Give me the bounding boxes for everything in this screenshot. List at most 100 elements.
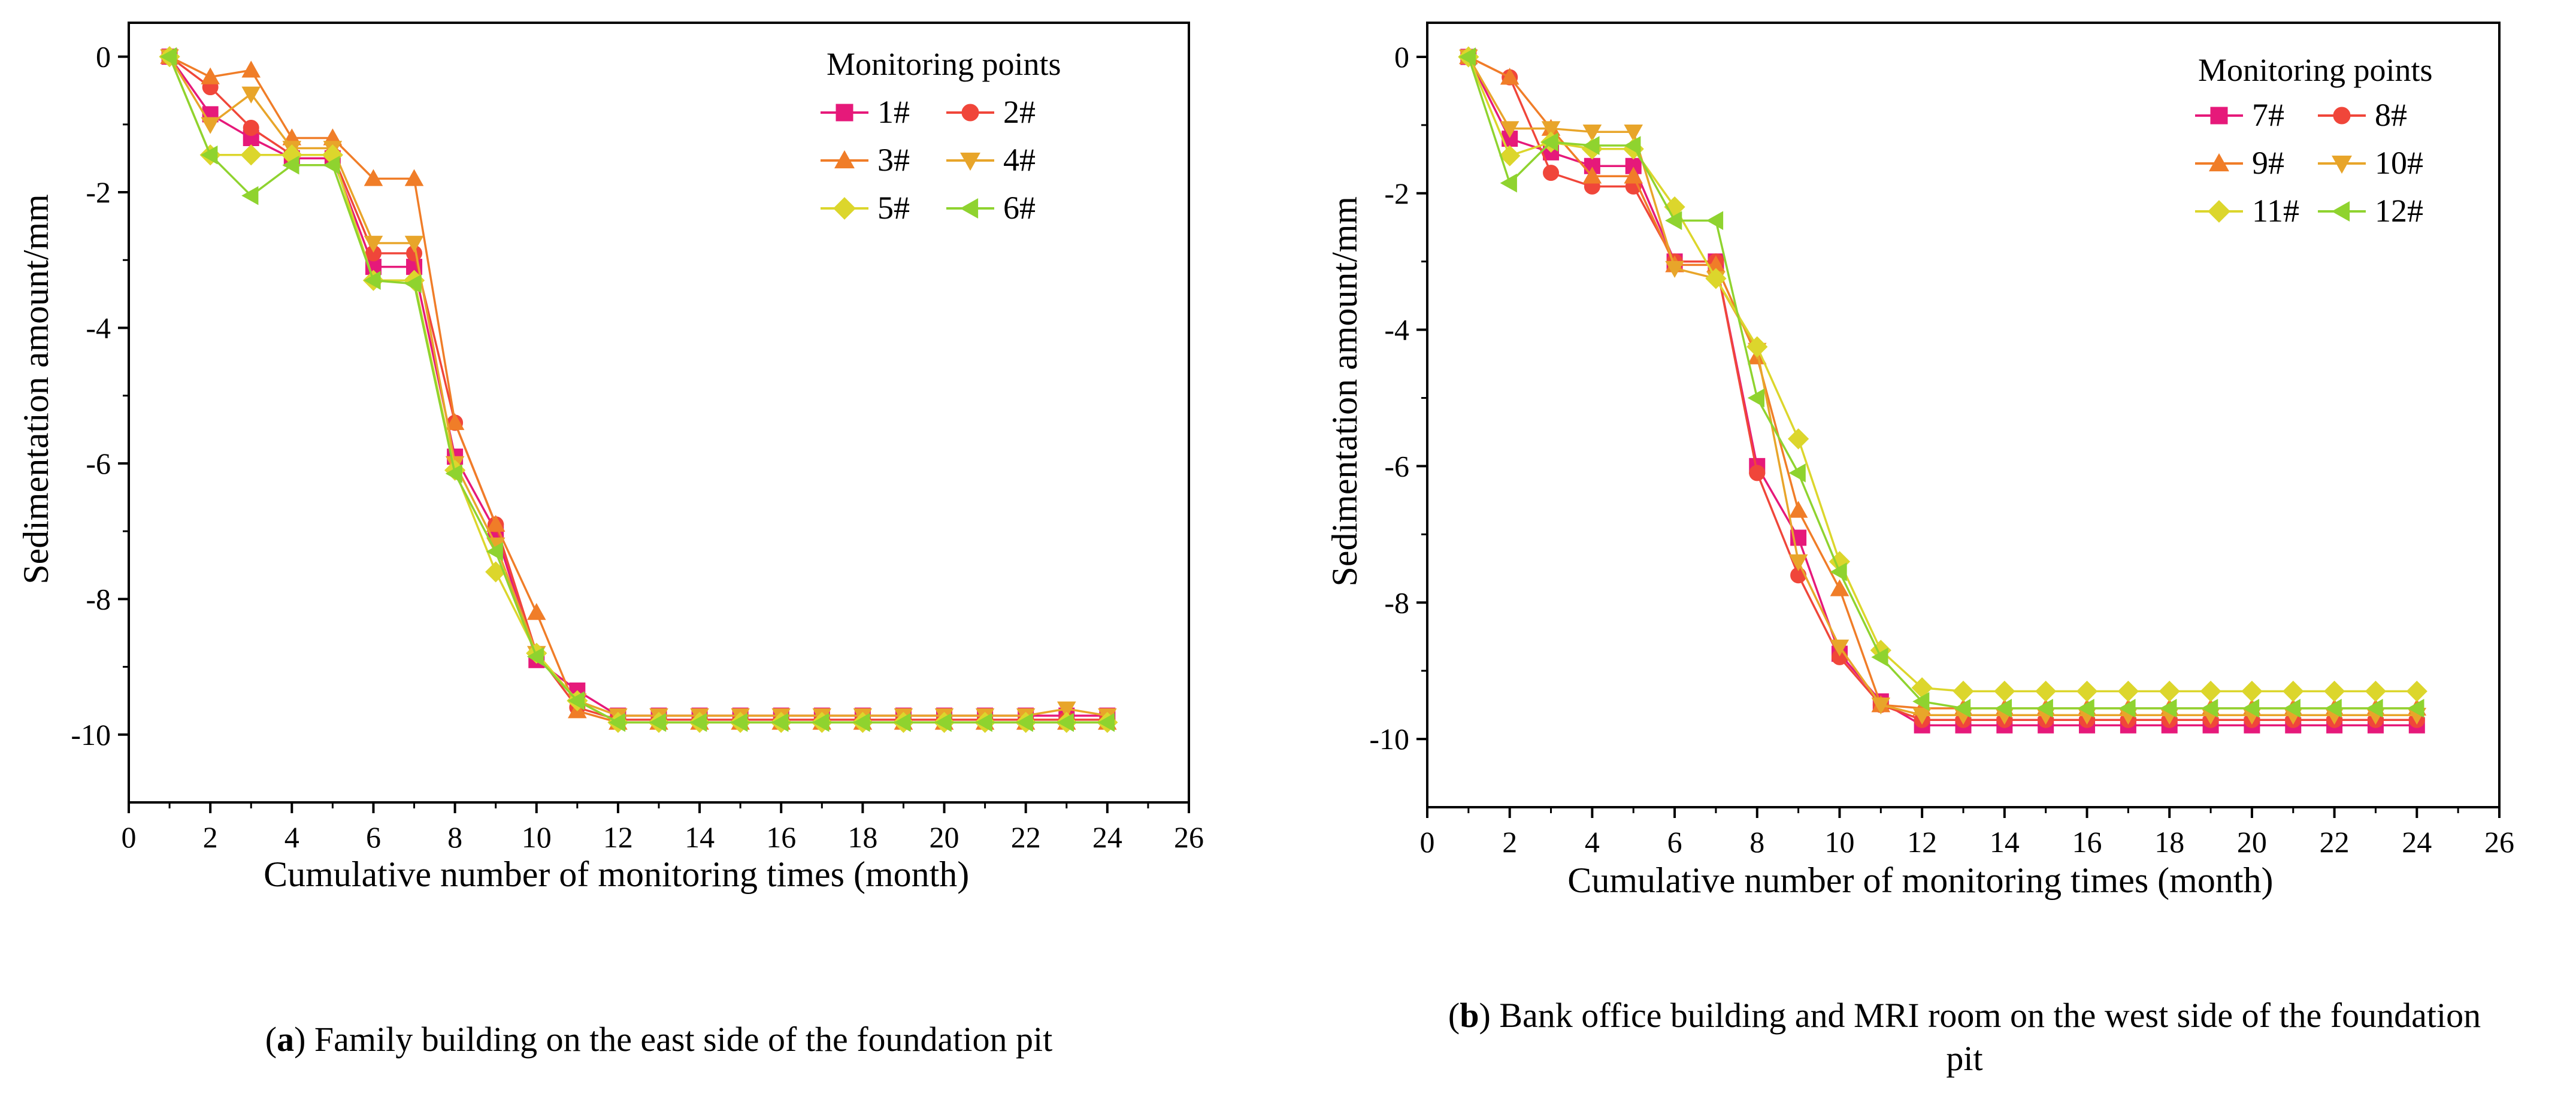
data-point-11# bbox=[1994, 680, 2015, 702]
data-point-6# bbox=[282, 155, 299, 175]
data-point-12# bbox=[1582, 136, 1600, 155]
data-point-12# bbox=[2324, 699, 2342, 718]
x-tick-label: 12 bbox=[603, 820, 633, 854]
y-tick-label: -2 bbox=[86, 175, 111, 209]
data-point-4# bbox=[241, 86, 261, 104]
x-tick-label: 10 bbox=[1824, 825, 1854, 859]
data-point-11# bbox=[1746, 336, 1768, 357]
data-point-10# bbox=[1582, 125, 1602, 142]
x-tick-label: 18 bbox=[2154, 825, 2184, 859]
figure-caption-line2: pit bbox=[1946, 1039, 1982, 1078]
data-point-12# bbox=[1871, 647, 1888, 667]
legend-entry: 12# bbox=[2375, 193, 2423, 229]
x-tick-label: 16 bbox=[766, 820, 796, 854]
data-point-3# bbox=[486, 514, 505, 532]
data-point-9# bbox=[1788, 501, 1808, 518]
x-tick-label: 24 bbox=[2402, 825, 2432, 859]
data-point-6# bbox=[894, 713, 911, 732]
x-tick-label: 16 bbox=[2072, 825, 2102, 859]
data-point-10# bbox=[1788, 554, 1808, 571]
data-point-6# bbox=[160, 47, 177, 66]
data-point-3# bbox=[404, 169, 424, 186]
legend-swatch-marker bbox=[833, 197, 856, 220]
data-point-4# bbox=[201, 117, 220, 134]
data-point-12# bbox=[1665, 211, 1682, 231]
data-point-10# bbox=[1830, 640, 1849, 657]
data-point-11# bbox=[2200, 680, 2221, 702]
data-point-11# bbox=[2365, 680, 2387, 702]
data-point-10# bbox=[1871, 697, 1891, 715]
data-point-12# bbox=[1541, 132, 1558, 152]
chart-panel-a: 0 2 4 6 8 10 12 14 16 18 20 22 24 260-2-4-6-8-10Cumul… bbox=[16, 22, 1204, 1059]
legend-entry: 11# bbox=[2252, 193, 2299, 229]
legend-entry: 6# bbox=[1003, 190, 1036, 226]
y-axis-label: Sedimentation amount/mm bbox=[16, 194, 56, 584]
data-point-11# bbox=[1499, 145, 1521, 166]
data-point-12# bbox=[1912, 692, 1930, 711]
legend-swatch-marker bbox=[961, 104, 979, 122]
data-point-6# bbox=[1057, 713, 1074, 732]
data-point-3# bbox=[526, 603, 546, 620]
data-point-12# bbox=[1830, 562, 1847, 581]
data-point-6# bbox=[201, 145, 218, 165]
data-point-6# bbox=[731, 713, 748, 732]
x-tick-label: 18 bbox=[847, 820, 877, 854]
y-axis-label: Sedimentation amount/mm bbox=[1325, 196, 1364, 587]
data-point-6# bbox=[323, 155, 340, 175]
data-point-6# bbox=[241, 186, 259, 205]
data-point-12# bbox=[2118, 699, 2136, 718]
y-tick-label: -6 bbox=[1384, 449, 1409, 483]
legend-swatch-marker bbox=[2209, 153, 2229, 172]
legend-title: Monitoring points bbox=[827, 46, 1061, 82]
legend-swatch-marker bbox=[2208, 200, 2230, 223]
data-point-10# bbox=[1912, 708, 1932, 725]
data-point-3# bbox=[241, 60, 261, 78]
data-point-5# bbox=[240, 144, 262, 166]
x-tick-label: 0 bbox=[1420, 825, 1435, 859]
data-point-12# bbox=[1788, 463, 1806, 483]
data-point-9# bbox=[1624, 166, 1643, 184]
x-tick-label: 10 bbox=[522, 820, 552, 854]
data-point-6# bbox=[1016, 713, 1033, 732]
data-point-6# bbox=[526, 647, 544, 666]
legend-swatch-marker bbox=[2333, 107, 2351, 125]
data-point-12# bbox=[2036, 699, 2053, 718]
data-point-3# bbox=[364, 169, 383, 186]
x-tick-label: 2 bbox=[1502, 825, 1517, 859]
legend-entry: 10# bbox=[2375, 145, 2423, 181]
x-axis-label: Cumulative number of monitoring times (m… bbox=[1567, 860, 2273, 900]
x-tick-label: 26 bbox=[1174, 820, 1204, 854]
x-tick-label: 4 bbox=[284, 820, 299, 854]
data-point-10# bbox=[1541, 121, 1561, 138]
data-point-11# bbox=[2324, 680, 2345, 702]
x-tick-label: 20 bbox=[930, 820, 959, 854]
data-point-4# bbox=[364, 235, 383, 253]
data-point-12# bbox=[2283, 699, 2300, 718]
data-point-6# bbox=[404, 274, 422, 293]
data-point-12# bbox=[2407, 699, 2424, 718]
y-tick-label: -10 bbox=[71, 718, 111, 752]
figure-caption: (b) Bank office building and MRI room on… bbox=[1448, 996, 2481, 1035]
x-tick-label: 24 bbox=[1092, 820, 1122, 854]
data-point-6# bbox=[975, 713, 992, 732]
data-point-2# bbox=[365, 245, 382, 262]
x-tick-label: 4 bbox=[1585, 825, 1600, 859]
legend-swatch-marker bbox=[960, 152, 980, 171]
x-tick-label: 20 bbox=[2237, 825, 2267, 859]
x-tick-label: 12 bbox=[1907, 825, 1937, 859]
data-point-7# bbox=[1625, 157, 1642, 174]
data-point-6# bbox=[649, 713, 667, 732]
data-point-6# bbox=[608, 713, 626, 732]
x-tick-label: 0 bbox=[122, 820, 137, 854]
data-point-12# bbox=[1747, 388, 1764, 408]
x-tick-label: 26 bbox=[2484, 825, 2514, 859]
data-point-11# bbox=[2159, 680, 2180, 702]
y-tick-label: -2 bbox=[1384, 177, 1409, 210]
data-point-12# bbox=[1954, 699, 1971, 718]
data-point-12# bbox=[1994, 699, 2012, 718]
data-point-3# bbox=[445, 413, 465, 431]
data-point-8# bbox=[1749, 465, 1766, 481]
data-point-6# bbox=[567, 691, 585, 710]
legend-entry: 1# bbox=[877, 94, 910, 130]
data-point-12# bbox=[2077, 699, 2094, 718]
